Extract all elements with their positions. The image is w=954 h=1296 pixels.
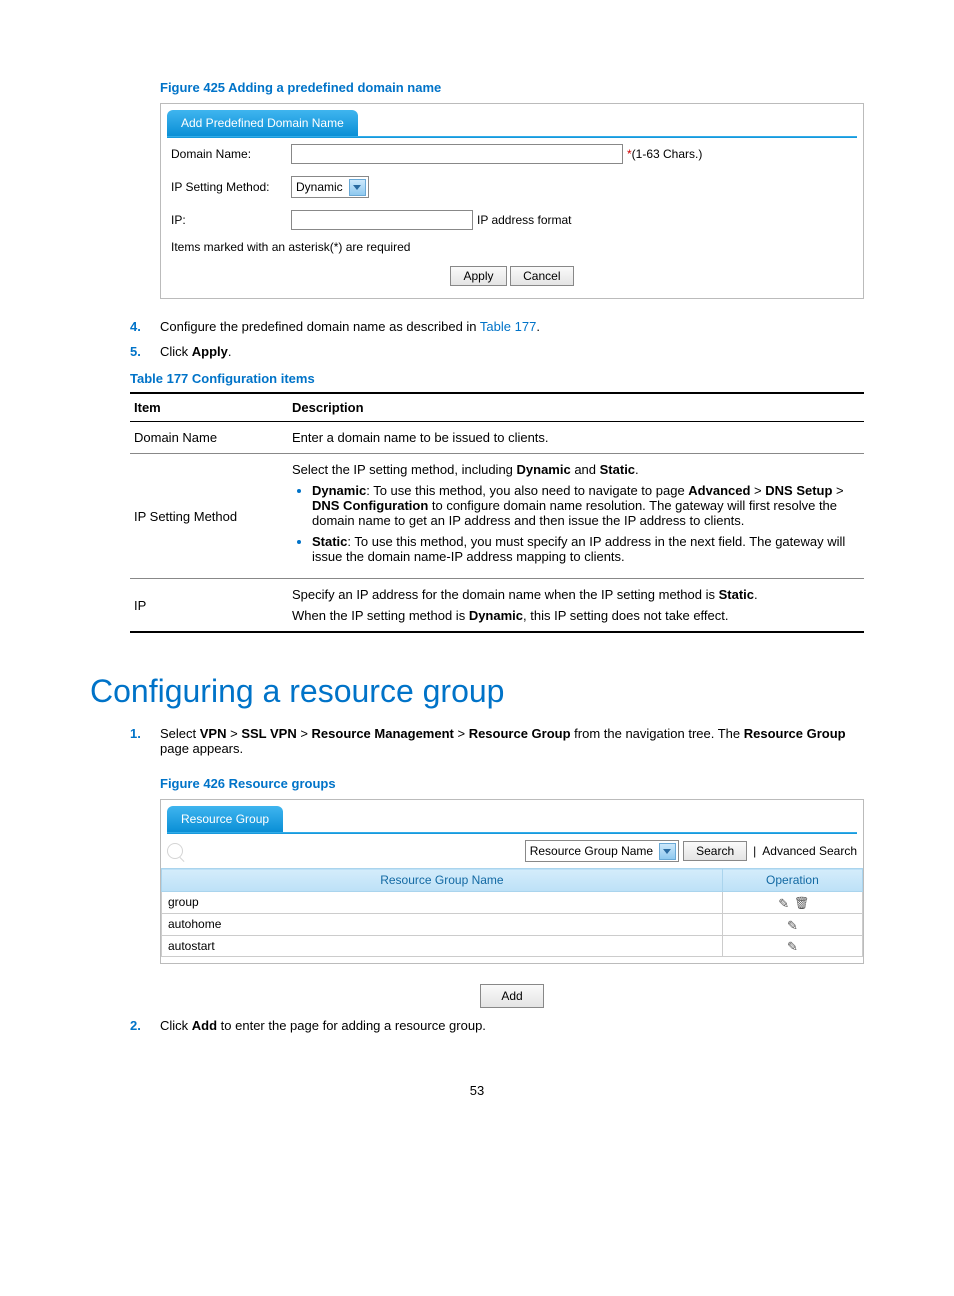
page-number: 53 — [90, 1083, 864, 1098]
step-1-num: 1. — [130, 726, 160, 756]
rg-row-name: autohome — [162, 913, 723, 935]
required-note: Items marked with an asterisk(*) are req… — [161, 236, 863, 258]
advanced-search-link[interactable]: Advanced Search — [762, 844, 857, 858]
step-1-text: Select VPN > SSL VPN > Resource Manageme… — [160, 726, 864, 756]
col-item: Item — [130, 393, 288, 422]
add-domain-panel: Add Predefined Domain Name Domain Name: … — [160, 103, 864, 299]
step-2-num: 2. — [130, 1018, 160, 1033]
resource-group-panel: Resource Group Resource Group Name Searc… — [160, 799, 864, 964]
edit-icon[interactable] — [785, 918, 799, 932]
col-description: Description — [288, 393, 864, 422]
row-ip-desc: Specify an IP address for the domain nam… — [288, 579, 864, 633]
search-icon — [167, 843, 183, 859]
step-4-text: Configure the predefined domain name as … — [160, 319, 864, 334]
table-177-link[interactable]: Table 177 — [480, 319, 536, 334]
row-method-item: IP Setting Method — [130, 454, 288, 579]
resource-group-table: Resource Group Name Operation group auto… — [161, 868, 863, 957]
ip-hint: IP address format — [477, 213, 572, 227]
edit-icon[interactable] — [785, 939, 799, 953]
chevron-down-icon — [659, 843, 676, 860]
figure-426-caption: Figure 426 Resource groups — [160, 776, 864, 791]
cancel-button[interactable]: Cancel — [510, 266, 573, 286]
rg-row-name: autostart — [162, 935, 723, 957]
rg-tab: Resource Group — [167, 806, 283, 832]
section-heading: Configuring a resource group — [90, 673, 864, 710]
step-2-text: Click Add to enter the page for adding a… — [160, 1018, 864, 1033]
table-177-caption: Table 177 Configuration items — [130, 371, 864, 386]
panel-tab: Add Predefined Domain Name — [167, 110, 358, 136]
step-5-num: 5. — [130, 344, 160, 359]
row-method-desc: Select the IP setting method, including … — [288, 454, 864, 579]
ip-method-label: IP Setting Method: — [171, 180, 291, 194]
row-ip-item: IP — [130, 579, 288, 633]
ip-label: IP: — [171, 213, 291, 227]
figure-425-caption: Figure 425 Adding a predefined domain na… — [160, 80, 864, 95]
edit-icon[interactable] — [777, 896, 791, 910]
domain-hint: *(1-63 Chars.) — [627, 147, 702, 161]
filter-field-select[interactable]: Resource Group Name — [525, 840, 679, 862]
chevron-down-icon — [349, 179, 366, 196]
rg-col-operation: Operation — [722, 869, 862, 892]
domain-name-label: Domain Name: — [171, 147, 291, 161]
ip-input[interactable] — [291, 210, 473, 230]
step-5-text: Click Apply. — [160, 344, 864, 359]
row-domain-desc: Enter a domain name to be issued to clie… — [288, 422, 864, 454]
domain-name-input[interactable] — [291, 144, 623, 164]
rg-row-name: group — [162, 892, 723, 914]
ip-method-select[interactable]: Dynamic — [291, 176, 369, 198]
delete-icon[interactable] — [794, 896, 808, 910]
row-domain-item: Domain Name — [130, 422, 288, 454]
add-button[interactable]: Add — [480, 984, 543, 1008]
search-button[interactable]: Search — [683, 841, 747, 861]
step-4-num: 4. — [130, 319, 160, 334]
rg-col-name: Resource Group Name — [162, 869, 723, 892]
apply-button[interactable]: Apply — [450, 266, 506, 286]
config-table: Item Description Domain Name Enter a dom… — [130, 392, 864, 633]
